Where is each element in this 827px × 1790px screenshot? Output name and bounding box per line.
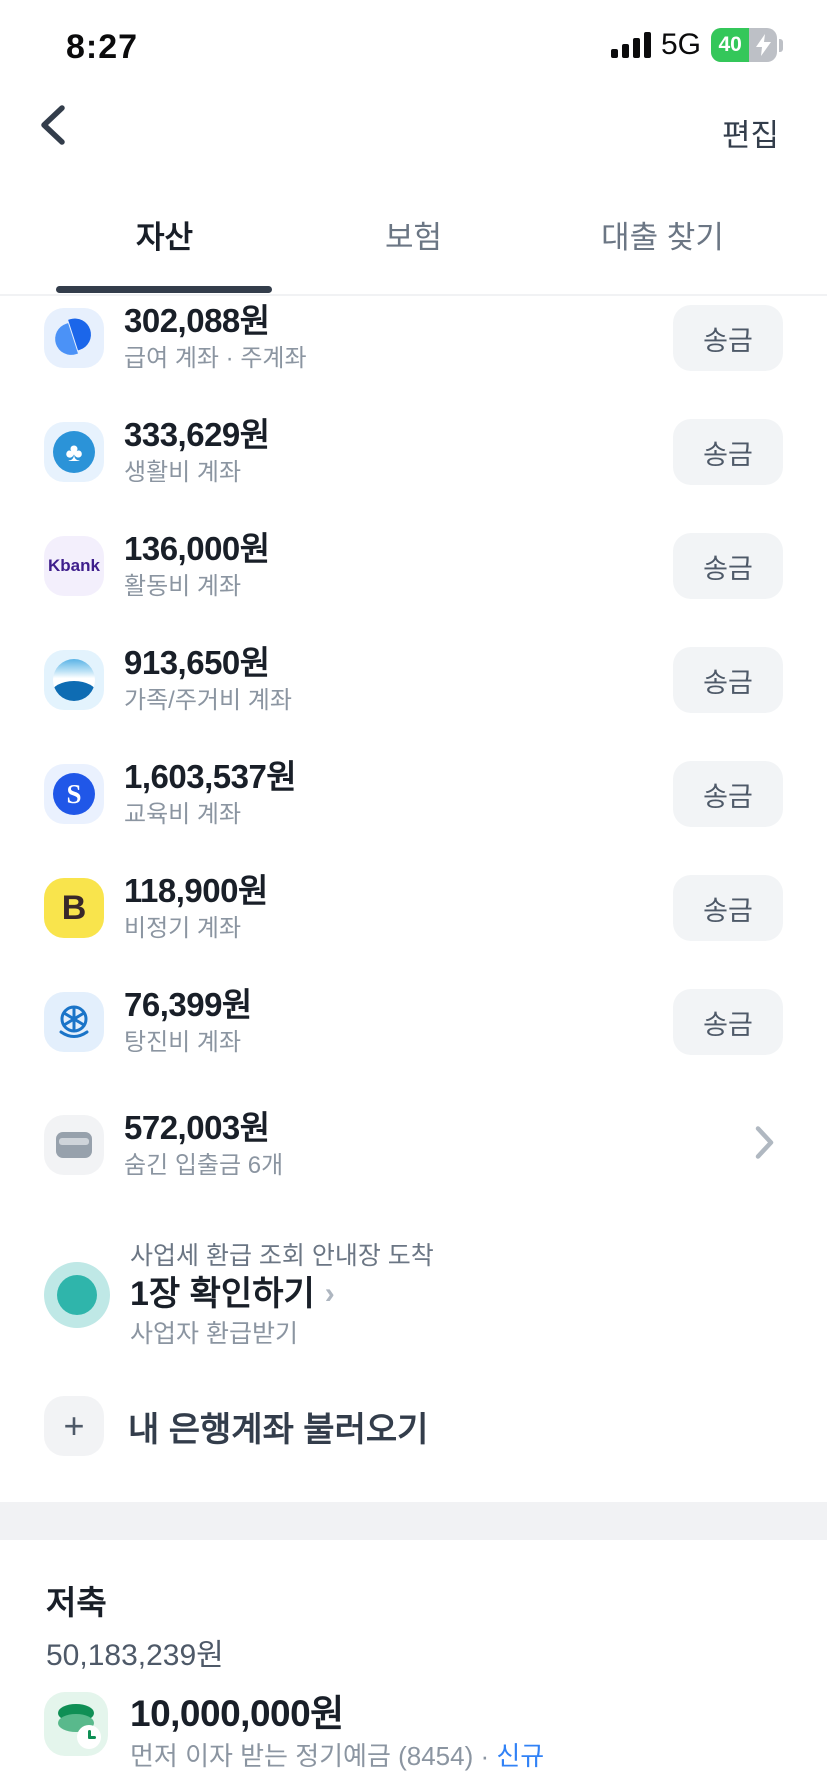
- account-row-family-housing[interactable]: 913,650원 가족/주거비 계좌 송금: [44, 644, 783, 714]
- promo-title[interactable]: 1장 확인하기 ›: [130, 1272, 434, 1316]
- toss-bank-icon: [44, 308, 104, 368]
- status-bar: 8:27 5G 40: [0, 24, 827, 68]
- account-row-irregular[interactable]: B 118,900원 비정기 계좌 송금: [44, 872, 783, 942]
- status-time: 8:27: [66, 28, 139, 66]
- chevron-right-icon: ›: [324, 1277, 335, 1310]
- account-label: 교육비 계좌: [124, 801, 242, 828]
- load-bank-accounts-label: 내 은행계좌 불러오기: [128, 1410, 429, 1449]
- account-label: 탕진비 계좌: [124, 1029, 242, 1056]
- hidden-wallet-icon: [44, 1115, 104, 1175]
- blue-emblem-bank-icon: [44, 992, 104, 1052]
- savings-item-label: 먼저 이자 받는 정기예금 (8454) · 신규: [130, 1741, 545, 1771]
- savings-section-title: 저축: [46, 1584, 107, 1621]
- account-row-living[interactable]: ♣ 333,629원 생활비 계좌 송금: [44, 416, 783, 486]
- recycle-clover-bank-icon: ♣: [44, 422, 104, 482]
- hidden-amount: 572,003원: [124, 1109, 270, 1146]
- account-row-salary[interactable]: 302,088원 급여 계좌 · 주계좌 송금: [44, 302, 783, 372]
- account-amount: 302,088원: [124, 302, 270, 339]
- account-amount: 333,629원: [124, 416, 270, 453]
- send-money-button[interactable]: 송금: [673, 989, 783, 1055]
- account-amount: 1,603,537원: [124, 758, 297, 795]
- network-type-label: 5G: [660, 28, 701, 61]
- account-amount: 913,650원: [124, 644, 270, 681]
- tab-bar-divider: [0, 294, 827, 296]
- chevron-right-icon[interactable]: [753, 1125, 775, 1166]
- promo-top-text: 사업세 환급 조회 안내장 도착: [130, 1242, 434, 1270]
- send-money-button[interactable]: 송금: [673, 419, 783, 485]
- deposit-coins-clock-icon: [44, 1692, 108, 1756]
- section-divider: [0, 1502, 827, 1540]
- savings-item-row[interactable]: 10,000,000원 먼저 이자 받는 정기예금 (8454) · 신규: [44, 1692, 783, 1773]
- active-tab-underline: [56, 286, 272, 293]
- shinhan-bank-icon: S: [44, 764, 104, 824]
- account-label: 급여 계좌 · 주계좌: [124, 345, 307, 372]
- account-amount: 76,399원: [124, 986, 252, 1023]
- send-money-button[interactable]: 송금: [673, 647, 783, 713]
- account-amount: 118,900원: [124, 872, 268, 909]
- tab-insurance[interactable]: 보험: [384, 219, 443, 255]
- kakao-bank-icon: B: [44, 878, 104, 938]
- load-bank-accounts-button[interactable]: + 내 은행계좌 불러오기: [44, 1395, 428, 1457]
- send-money-button[interactable]: 송금: [673, 761, 783, 827]
- tax-refund-promo[interactable]: 사업세 환급 조회 안내장 도착 1장 확인하기 › 사업자 환급받기: [44, 1240, 434, 1350]
- back-button[interactable]: [36, 102, 70, 148]
- savings-item-amount: 10,000,000원: [130, 1693, 344, 1734]
- plus-icon: +: [44, 1396, 104, 1456]
- status-right-cluster: 5G 40: [610, 28, 783, 62]
- battery-percent-label: 40: [711, 28, 750, 62]
- tab-assets[interactable]: 자산: [135, 219, 194, 255]
- account-amount: 136,000원: [124, 530, 270, 567]
- hidden-label: 숨긴 입출금 6개: [124, 1152, 284, 1179]
- refund-teal-dot-icon: [44, 1262, 110, 1328]
- edit-button[interactable]: 편집: [721, 118, 779, 153]
- new-product-link[interactable]: 신규: [496, 1741, 545, 1771]
- ibk-bank-icon: [44, 650, 104, 710]
- savings-total-amount: 50,183,239원: [46, 1639, 224, 1672]
- send-money-button[interactable]: 송금: [673, 533, 783, 599]
- account-label: 가족/주거비 계좌: [124, 687, 292, 714]
- account-label: 생활비 계좌: [124, 459, 242, 486]
- hidden-accounts-row[interactable]: 572,003원 숨긴 입출금 6개: [44, 1109, 783, 1179]
- send-money-button[interactable]: 송금: [673, 305, 783, 371]
- battery-indicator: 40: [711, 28, 783, 62]
- tab-find-loans[interactable]: 대출 찾기: [601, 219, 724, 255]
- account-label: 활동비 계좌: [124, 573, 242, 600]
- account-row-splurge[interactable]: 76,399원 탕진비 계좌 송금: [44, 986, 783, 1056]
- kbank-icon: Kbank: [44, 536, 104, 596]
- signal-strength-icon: [610, 32, 651, 58]
- account-row-education[interactable]: S 1,603,537원 교육비 계좌 송금: [44, 758, 783, 828]
- promo-bottom-text: 사업자 환급받기: [130, 1320, 298, 1348]
- send-money-button[interactable]: 송금: [673, 875, 783, 941]
- account-label: 비정기 계좌: [124, 915, 242, 942]
- account-row-activity[interactable]: Kbank 136,000원 활동비 계좌 송금: [44, 530, 783, 600]
- tab-bar: 자산 보험 대출 찾기: [40, 196, 787, 272]
- charging-bolt-icon: [749, 28, 777, 62]
